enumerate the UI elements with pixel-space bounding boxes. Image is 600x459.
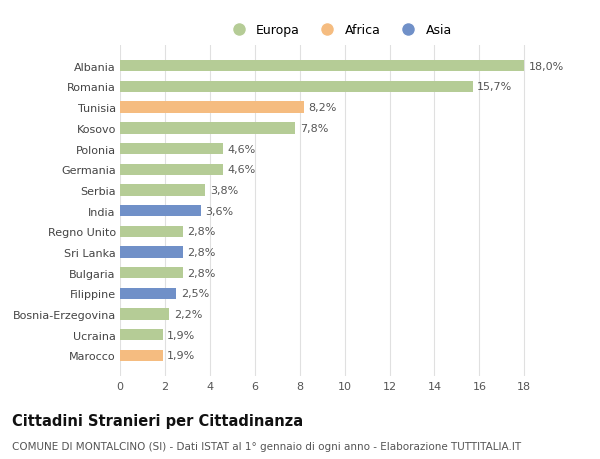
Text: 2,8%: 2,8% bbox=[187, 268, 216, 278]
Bar bbox=[120, 350, 163, 361]
Bar bbox=[120, 206, 201, 217]
Text: 15,7%: 15,7% bbox=[477, 82, 512, 92]
Bar bbox=[120, 144, 223, 155]
Text: 1,9%: 1,9% bbox=[167, 351, 196, 361]
Bar bbox=[120, 288, 176, 299]
Text: 3,8%: 3,8% bbox=[210, 185, 238, 196]
Text: 18,0%: 18,0% bbox=[529, 62, 564, 72]
Text: 4,6%: 4,6% bbox=[228, 144, 256, 154]
Text: 2,8%: 2,8% bbox=[187, 247, 216, 257]
Text: Cittadini Stranieri per Cittadinanza: Cittadini Stranieri per Cittadinanza bbox=[12, 413, 303, 428]
Text: 3,6%: 3,6% bbox=[205, 206, 233, 216]
Legend: Europa, Africa, Asia: Europa, Africa, Asia bbox=[221, 19, 457, 42]
Bar bbox=[120, 268, 183, 279]
Bar bbox=[120, 226, 183, 237]
Text: 4,6%: 4,6% bbox=[228, 165, 256, 175]
Bar bbox=[120, 61, 524, 72]
Bar bbox=[120, 185, 205, 196]
Text: 1,9%: 1,9% bbox=[167, 330, 196, 340]
Bar bbox=[120, 123, 295, 134]
Bar bbox=[120, 82, 473, 93]
Bar bbox=[120, 330, 163, 341]
Bar bbox=[120, 309, 169, 320]
Bar bbox=[120, 102, 304, 113]
Text: 2,2%: 2,2% bbox=[174, 309, 202, 319]
Text: 2,8%: 2,8% bbox=[187, 227, 216, 237]
Bar bbox=[120, 247, 183, 258]
Text: 8,2%: 8,2% bbox=[308, 103, 337, 113]
Text: COMUNE DI MONTALCINO (SI) - Dati ISTAT al 1° gennaio di ogni anno - Elaborazione: COMUNE DI MONTALCINO (SI) - Dati ISTAT a… bbox=[12, 441, 521, 451]
Bar bbox=[120, 164, 223, 175]
Text: 7,8%: 7,8% bbox=[299, 123, 328, 134]
Text: 2,5%: 2,5% bbox=[181, 289, 209, 299]
